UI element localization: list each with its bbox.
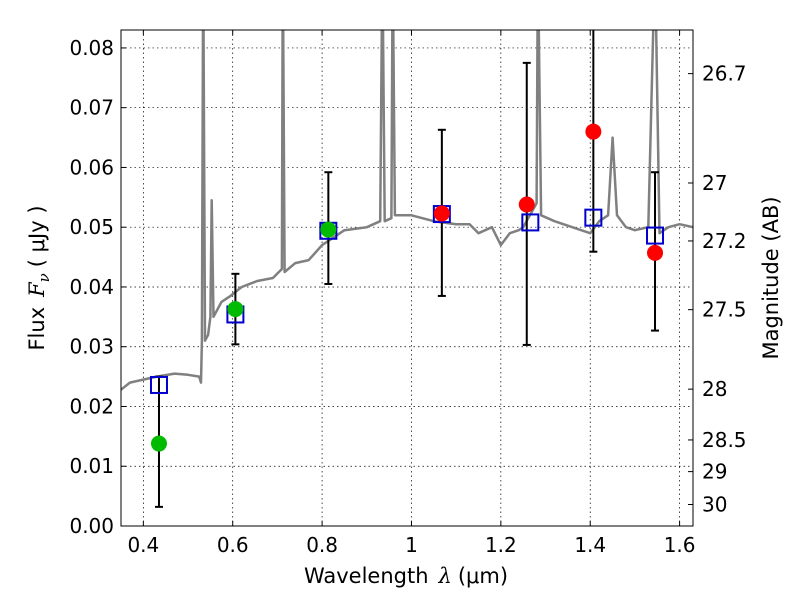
error-bars	[154, 30, 660, 508]
observed-circle-marker	[518, 196, 535, 213]
plot-frame	[120, 29, 694, 527]
y2-tick-label: 28.5	[702, 428, 747, 452]
x-axis-title-symbol: λ	[438, 564, 452, 588]
observed-circle-marker	[647, 244, 664, 261]
x-tick-label: 0.8	[306, 533, 338, 557]
data-markers	[149, 123, 665, 452]
y2-tick-label: 27	[702, 171, 727, 195]
axis-ticks: 0.4 0.6 0.8 1 1.2 1.4 1.6 0.00 0.01 0.02 0.03 0.04 0…	[69, 30, 747, 557]
model-spectrum	[121, 30, 693, 391]
x-tick-label: 1.2	[485, 533, 517, 557]
observed-circle-marker	[150, 435, 167, 452]
y2-tick-label: 26.7	[702, 62, 747, 86]
y2-tick-label: 27.5	[702, 298, 747, 322]
y2-tick-label: 27.2	[702, 229, 747, 253]
y2-tick-label: 30	[702, 492, 727, 516]
model-square-marker	[584, 208, 603, 227]
y-tick-label: 0.06	[69, 155, 114, 179]
y-tick-label: 0.05	[69, 215, 114, 239]
y2-tick-label: 28	[702, 377, 727, 401]
observed-circle-marker	[227, 301, 244, 318]
spectrum-line	[121, 30, 693, 391]
y-tick-label: 0.03	[69, 335, 114, 359]
y-axis-title-subscript: ν	[35, 273, 53, 282]
x-tick-label: 0.4	[127, 533, 159, 557]
y2-tick-label: 29	[702, 460, 727, 484]
y-tick-label: 0.01	[69, 454, 114, 478]
y-axis-title-text: Flux	[25, 307, 49, 351]
x-axis-title-text: Wavelength	[304, 564, 429, 588]
y-axis-title-unit: ( μJy )	[25, 205, 49, 267]
model-square-marker	[521, 213, 540, 232]
y-tick-label: 0.08	[69, 36, 114, 60]
y-tick-label: 0.02	[69, 394, 114, 418]
y-axis-title: Flux Fν ( μJy )	[25, 205, 53, 350]
x-axis-title: Wavelength λ (μm)	[304, 564, 508, 588]
observed-circle-marker	[433, 205, 450, 222]
model-square-marker	[149, 375, 168, 394]
observed-circle-marker	[320, 221, 337, 238]
x-tick-label: 1.4	[574, 533, 606, 557]
y-tick-label: 0.07	[69, 96, 114, 120]
y-axis-title-symbol: F	[25, 281, 49, 298]
grid-lines	[121, 30, 693, 527]
y2-axis-title: Magnitude (AB)	[759, 196, 783, 359]
x-tick-label: 1.6	[664, 533, 696, 557]
x-axis-title-unit: (μm)	[458, 564, 508, 588]
observed-circle-marker	[585, 123, 602, 140]
y-tick-label: 0.04	[69, 275, 114, 299]
model-square-marker	[646, 226, 665, 245]
y-tick-label: 0.00	[69, 514, 114, 538]
x-tick-label: 1	[405, 533, 418, 557]
x-tick-label: 0.6	[217, 533, 249, 557]
